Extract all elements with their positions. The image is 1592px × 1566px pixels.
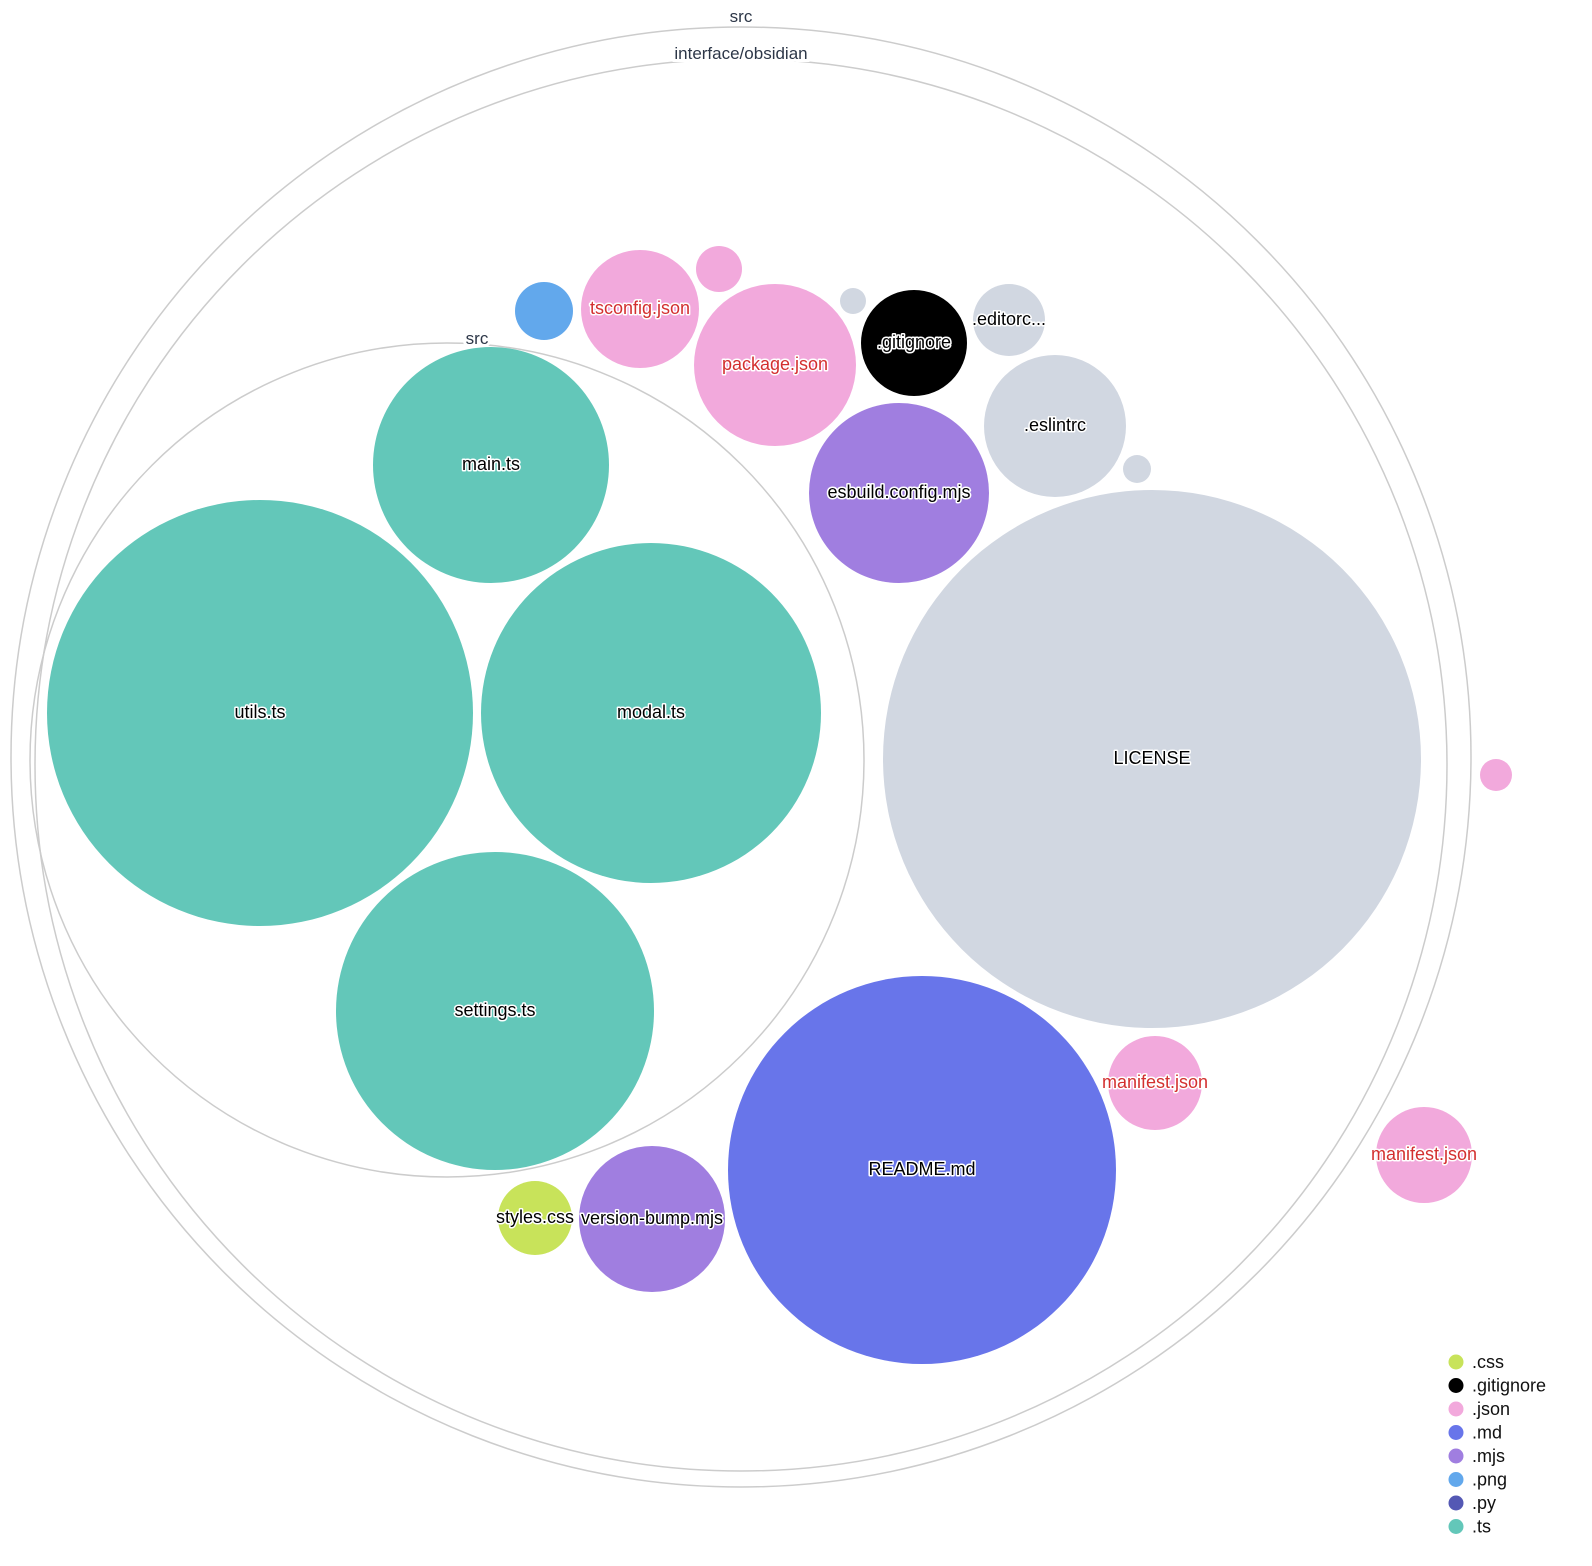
file-label: .gitignore bbox=[877, 332, 951, 352]
file-label: package.json bbox=[722, 354, 828, 374]
legend-label: .css bbox=[1472, 1352, 1504, 1372]
file-circle[interactable] bbox=[579, 1146, 725, 1292]
file-label: settings.ts bbox=[454, 1000, 535, 1020]
folder-label: src bbox=[466, 329, 489, 348]
file-circle[interactable] bbox=[1376, 1107, 1472, 1203]
folder-circle[interactable] bbox=[34, 58, 1448, 1472]
file-label: styles.css bbox=[496, 1207, 574, 1227]
file-circle[interactable] bbox=[336, 852, 654, 1170]
legend-swatch bbox=[1448, 1519, 1464, 1534]
file-circle[interactable] bbox=[498, 1181, 572, 1255]
file-circle[interactable] bbox=[973, 284, 1045, 356]
file-circle[interactable] bbox=[694, 284, 856, 446]
file-label: .eslintrc bbox=[1024, 415, 1086, 435]
legend-swatch bbox=[1448, 1354, 1464, 1370]
legend-swatch bbox=[1448, 1401, 1464, 1417]
file-label: version-bump.mjs bbox=[581, 1208, 723, 1228]
folder-circle[interactable] bbox=[29, 342, 865, 1178]
legend-swatch bbox=[1448, 1378, 1464, 1393]
file-circle[interactable] bbox=[515, 282, 573, 340]
file-label: esbuild.config.mjs bbox=[827, 482, 970, 502]
file-label: tsconfig.json bbox=[590, 298, 690, 318]
file-circle[interactable] bbox=[809, 403, 989, 583]
file-circle[interactable] bbox=[883, 490, 1421, 1028]
file-circle[interactable] bbox=[1108, 1036, 1202, 1130]
file-label: manifest.json bbox=[1371, 1144, 1477, 1164]
legend-swatch bbox=[1448, 1495, 1464, 1511]
file-circle[interactable] bbox=[1123, 455, 1151, 483]
legend-swatch bbox=[1448, 1425, 1464, 1440]
legend-label: .png bbox=[1472, 1469, 1507, 1489]
file-label: .editorc... bbox=[972, 309, 1046, 329]
file-circle[interactable] bbox=[861, 290, 967, 396]
legend-label: .py bbox=[1472, 1493, 1496, 1513]
file-circle[interactable] bbox=[984, 355, 1126, 497]
file-circle[interactable] bbox=[1480, 759, 1512, 791]
legend-label: .md bbox=[1472, 1422, 1502, 1442]
folder-label: src bbox=[730, 7, 753, 26]
legend-label: .ts bbox=[1472, 1516, 1491, 1536]
legend-label: .gitignore bbox=[1472, 1375, 1546, 1395]
file-circle[interactable] bbox=[581, 250, 699, 368]
folder-circle[interactable] bbox=[10, 26, 1472, 1488]
file-label: LICENSE bbox=[1113, 748, 1190, 768]
file-circle[interactable] bbox=[373, 347, 609, 583]
file-label: README.md bbox=[868, 1159, 975, 1179]
file-circle[interactable] bbox=[728, 976, 1116, 1364]
legend: .css .gitignore .json .md .mjs .png .py .ts bbox=[1448, 1352, 1546, 1536]
legend-swatch bbox=[1448, 1472, 1464, 1487]
file-label: modal.ts bbox=[617, 702, 685, 722]
legend-label: .mjs bbox=[1472, 1446, 1505, 1466]
file-circle[interactable] bbox=[840, 288, 866, 314]
file-circle[interactable] bbox=[47, 500, 473, 926]
file-circle[interactable] bbox=[481, 543, 821, 883]
file-label: utils.ts bbox=[234, 702, 285, 722]
legend-swatch bbox=[1448, 1448, 1464, 1464]
legend-label: .json bbox=[1472, 1399, 1510, 1419]
folder-label: interface/obsidian bbox=[674, 44, 807, 63]
file-label: main.ts bbox=[462, 454, 520, 474]
file-circle[interactable] bbox=[696, 246, 742, 292]
file-label: manifest.json bbox=[1102, 1072, 1208, 1092]
